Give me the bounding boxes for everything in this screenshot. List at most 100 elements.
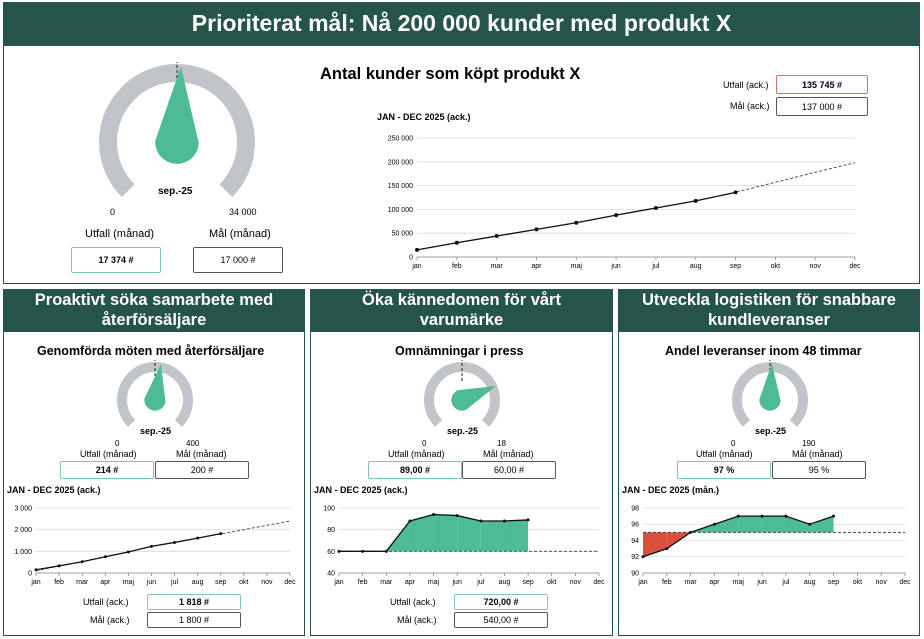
main-chart-actual-point (534, 227, 539, 232)
main-chart-actual-point (574, 220, 579, 225)
sub3-chart-area-segment (762, 516, 786, 533)
sub2-header: Öka kännedomen för vårt varumärke (310, 289, 613, 331)
main-chart-xtick-label: apr (531, 263, 542, 270)
main-gauge-needle-shape (155, 66, 199, 164)
main-chart-xtick-label: feb (452, 263, 462, 270)
sub2-chart-xtick-label: apr (405, 579, 416, 586)
sub3-monthly-target-label: Mål (månad) (792, 449, 843, 459)
main-cum-actual-value: 135 745 # (776, 75, 868, 94)
sub3-chart-ytick-label: 90 (631, 570, 639, 577)
main-cum-actual-label: Utfall (ack.) (723, 80, 769, 90)
sub3-chart-area-segment (738, 516, 763, 533)
sub1-monthly-target-label: Mål (månad) (176, 449, 227, 459)
sub3-chart-area-segment (690, 524, 715, 533)
main-period-label: JAN - DEC 2025 (ack.) (377, 112, 471, 122)
sub3-chart-area-segment (714, 516, 739, 533)
sub2-chart-xtick-label: jan (333, 579, 343, 586)
sub1-chart-xtick-label: apr (100, 579, 111, 586)
main-monthly-target-label: Mål (månad) (209, 228, 271, 240)
main-chart-xtick-label: dec (849, 263, 861, 270)
sub1-chart-actual-point (219, 532, 223, 536)
sub3-chart-actual-point (641, 555, 645, 559)
main-chart-actual-point (454, 240, 459, 245)
page-title: Prioriterat mål: Nå 200 000 kunder med p… (3, 2, 920, 45)
sub3-period-label: JAN - DEC 2025 (mån.) (622, 485, 720, 495)
sub1-monthly-actual-value: 214 # (60, 461, 154, 479)
sub1-chart-actual-point (149, 544, 153, 548)
main-chart-ytick-label: 100 000 (388, 207, 413, 214)
sub2-period-label: JAN - DEC 2025 (ack.) (314, 485, 408, 495)
sub3-area-chart: 90 92 94 96 98 jan feb mar apr maj jun jul aug sep okt… (631, 505, 911, 586)
sub3-chart-actual-point (808, 522, 812, 526)
sub1-title: Genomförda möten med återförsäljare (37, 344, 265, 358)
sub3-chart-actual-point (665, 547, 669, 551)
sub3-chart-actual-point (784, 514, 788, 518)
sub3-monthly-actual-value: 97 % (677, 461, 771, 479)
sub1-chart-xtick-label: maj (123, 579, 135, 586)
sub3-chart-xtick-label: jun (756, 579, 766, 586)
main-chart-xtick-label: okt (771, 263, 780, 270)
sub3-chart-ytick-label: 92 (631, 554, 639, 561)
sub2-chart-area-segment (480, 521, 505, 552)
sub2-chart-ytick-label: 60 (327, 549, 335, 556)
sub2-chart-actual-point (502, 519, 506, 523)
sub1-chart-actual-point (34, 568, 38, 572)
sub1-chart-xtick-label: sep (215, 579, 226, 586)
sub2-chart-xtick-label: jul (476, 579, 484, 586)
sub3-chart-xtick-label: aug (804, 579, 816, 586)
sub3-chart-actual-point (689, 530, 693, 534)
main-chart-xtick-label: mar (491, 263, 504, 270)
sub3-chart-area-segment (809, 516, 834, 533)
sub2-chart-actual-point (526, 518, 530, 522)
sub1-chart-target-line (35, 520, 291, 572)
sub3-gauge (732, 360, 808, 427)
sub2-gauge-needle (451, 386, 496, 411)
main-chart-actual-point (415, 247, 419, 252)
main-chart-xtick-label: sep (730, 263, 741, 270)
main-chart-ytick-label: 250 000 (388, 135, 413, 142)
sub2-chart-actual-point (337, 549, 341, 553)
sub1-cum-actual-label: Utfall (ack.) (83, 597, 129, 607)
main-chart-ytick-label: 200 000 (388, 159, 413, 166)
main-chart-actual-point (733, 190, 738, 195)
sub3-chart-area-segment (785, 516, 810, 533)
sub1-chart-xtick-label: okt (239, 579, 248, 586)
sub3-chart-actual-point (760, 514, 764, 518)
sub2-area-chart: 40 60 80 100 jan feb mar apr maj jun jul aug sep okt n… (323, 505, 605, 586)
main-gauge-max: 34 000 (229, 207, 257, 217)
sub1-gauge-min: 0 (115, 439, 120, 448)
sub1-cum-target-label: Mål (ack.) (90, 615, 130, 625)
sub1-chart-actual-point (173, 540, 177, 544)
sub3-gauge-needle (759, 363, 781, 411)
main-monthly-actual-label: Utfall (månad) (85, 228, 155, 240)
sub2-panel (310, 331, 613, 636)
sub2-gauge-needle-shape (451, 386, 496, 411)
sub3-chart-actual-point (712, 522, 716, 526)
sub2-monthly-target-value: 60,00 # (462, 461, 556, 479)
sub3-title: Andel leveranser inom 48 timmar (665, 344, 862, 358)
sub2-chart-area-segment (386, 521, 410, 552)
main-monthly-target-value: 17 000 # (193, 247, 283, 273)
sub1-chart-xtick-label: aug (192, 579, 204, 586)
sub3-chart-actual-point (736, 514, 740, 518)
main-cum-target-value: 137 000 # (776, 97, 868, 116)
main-monthly-actual-value: 17 374 # (71, 247, 161, 273)
main-chart-actual-point (494, 234, 499, 239)
sub2-chart-actual-point (479, 519, 483, 523)
sub2-chart-xtick-label: maj (428, 579, 440, 586)
sub1-header: Proaktivt söka samarbete med återförsälj… (3, 289, 305, 331)
sub1-chart-actual-point (126, 550, 130, 554)
sub2-chart-actual-point (432, 513, 436, 516)
sub1-cum-target-value: 1 800 # (147, 612, 241, 628)
sub3-chart-xtick-label: sep (828, 579, 839, 586)
sub2-chart-xtick-label: mar (380, 579, 393, 586)
sub3-chart-ytick-label: 98 (631, 505, 639, 512)
main-chart-ytick-label: 50 000 (392, 231, 414, 238)
sub1-chart-xtick-label: nov (261, 579, 273, 586)
sub2-gauge-date: sep.-25 (447, 426, 479, 436)
sub1-gauge-needle (144, 363, 166, 411)
sub1-line-chart: 0 1 000 2 000 3 000 jan feb mar apr maj jun jul aug… (14, 505, 296, 586)
sub3-gauge-max: 190 (802, 439, 816, 448)
main-chart-xtick-label: aug (690, 263, 702, 270)
sub1-chart-ytick-label: 2 000 (14, 527, 32, 534)
